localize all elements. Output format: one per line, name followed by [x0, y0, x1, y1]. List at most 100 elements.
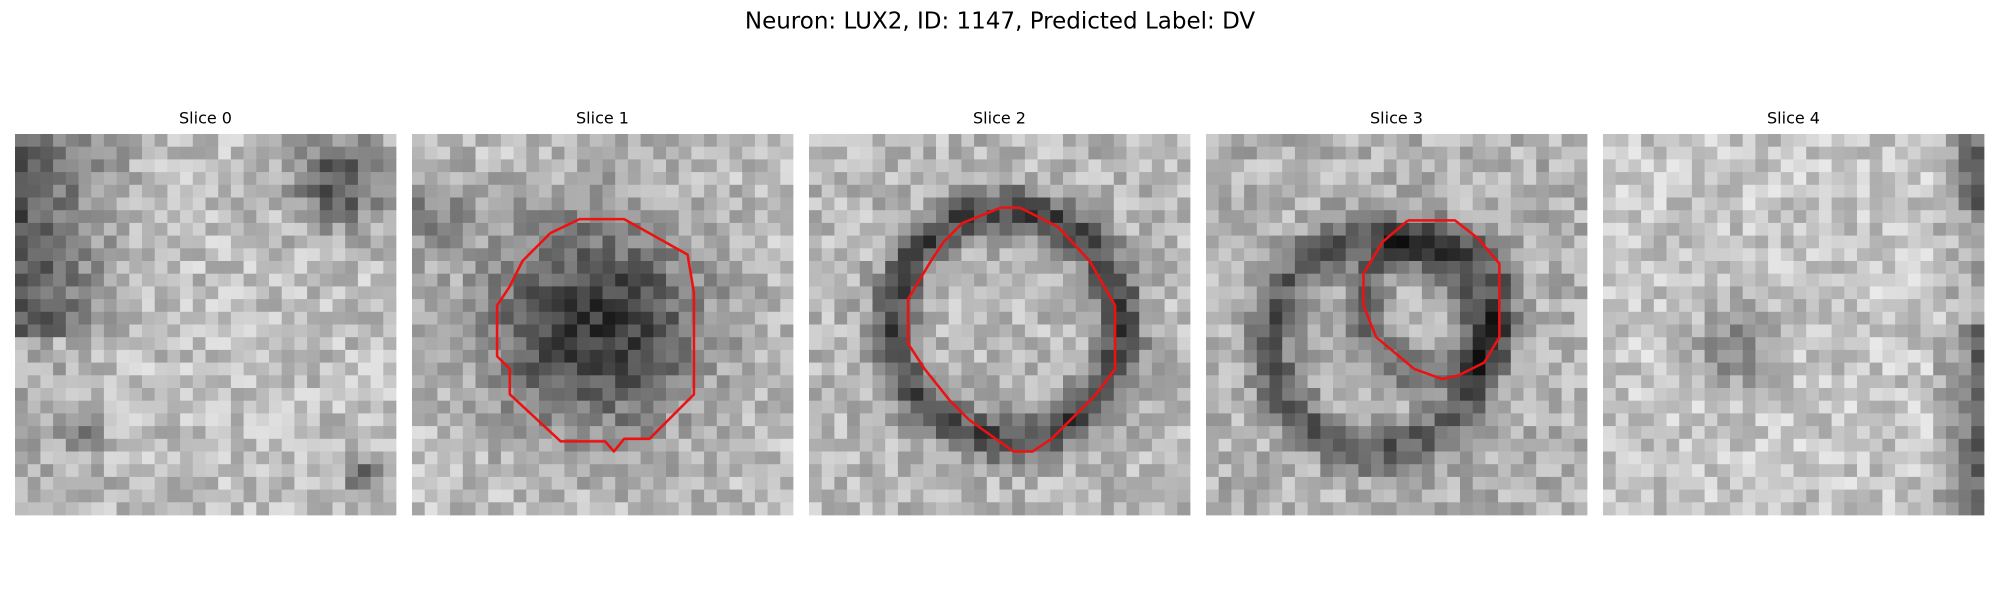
pixel [1101, 502, 1115, 516]
pixel [1460, 451, 1474, 465]
pixel [897, 197, 911, 211]
pixel [1383, 464, 1397, 478]
pixel [910, 464, 924, 478]
pixel [1358, 235, 1372, 249]
pixel [370, 388, 384, 402]
pixel [640, 159, 654, 173]
pixel [1641, 362, 1655, 376]
pixel [602, 413, 616, 427]
pixel [589, 159, 603, 173]
pixel [1472, 146, 1486, 160]
pixel [936, 337, 950, 351]
pixel [103, 426, 117, 440]
pixel [1574, 362, 1588, 376]
pixel [500, 337, 514, 351]
pixel [742, 299, 756, 313]
pixel [1126, 489, 1140, 503]
pixel [1358, 172, 1372, 186]
pixel [1244, 222, 1258, 236]
pixel [602, 146, 616, 160]
pixel [40, 286, 54, 300]
pixel [218, 210, 232, 224]
pixel [103, 451, 117, 465]
pixel [1818, 362, 1832, 376]
pixel [1679, 286, 1693, 300]
pixel [370, 464, 384, 478]
pixel [1641, 337, 1655, 351]
pixel [539, 299, 553, 313]
pixel [142, 362, 156, 376]
pixel [1269, 134, 1283, 148]
pixel [1447, 362, 1461, 376]
pixel [1704, 286, 1718, 300]
pixel [1793, 502, 1807, 516]
pixel [834, 286, 848, 300]
pixel [488, 197, 502, 211]
pixel [1628, 362, 1642, 376]
pixel [218, 286, 232, 300]
pixel [192, 337, 206, 351]
pixel [357, 248, 371, 262]
pixel [475, 388, 489, 402]
pixel [716, 184, 730, 198]
pixel [1075, 324, 1089, 338]
pixel [1218, 324, 1232, 338]
pixel [1256, 159, 1270, 173]
pixel [539, 324, 553, 338]
pixel [281, 337, 295, 351]
pixel [500, 172, 514, 186]
pixel [1704, 222, 1718, 236]
pixel [1231, 146, 1245, 160]
pixel [142, 299, 156, 313]
pixel [1844, 197, 1858, 211]
pixel [627, 210, 641, 224]
pixel [1358, 362, 1372, 376]
pixel [1882, 286, 1896, 300]
pixel [1012, 172, 1026, 186]
pixel [1307, 438, 1321, 452]
pixel [859, 438, 873, 452]
pixel [1282, 451, 1296, 465]
pixel [1818, 197, 1832, 211]
pixel [1844, 235, 1858, 249]
pixel [1615, 426, 1629, 440]
pixel [742, 464, 756, 478]
pixel [1958, 451, 1972, 465]
pixel [1857, 222, 1871, 236]
pixel [615, 349, 629, 363]
pixel [243, 476, 257, 490]
pixel [307, 222, 321, 236]
pixel [488, 413, 502, 427]
pixel [1063, 464, 1077, 478]
pixel [1857, 184, 1871, 198]
pixel [1717, 438, 1731, 452]
pixel [1971, 426, 1985, 440]
pixel [1666, 375, 1680, 389]
pixel [729, 286, 743, 300]
pixel [1307, 324, 1321, 338]
pixel [653, 324, 667, 338]
pixel [589, 184, 603, 198]
pixel [1704, 451, 1718, 465]
pixel [716, 222, 730, 236]
pixel [281, 324, 295, 338]
pixel [936, 451, 950, 465]
pixel [1269, 413, 1283, 427]
pixel [167, 286, 181, 300]
pixel [589, 388, 603, 402]
pixel [1882, 464, 1896, 478]
pixel [1218, 273, 1232, 287]
pixel [294, 324, 308, 338]
pixel [1383, 426, 1397, 440]
pixel [1780, 261, 1794, 275]
pixel [319, 375, 333, 389]
pixel [1231, 134, 1245, 148]
pixel [986, 324, 1000, 338]
pixel [230, 324, 244, 338]
pixel [859, 172, 873, 186]
pixel [1498, 375, 1512, 389]
pixel [1294, 476, 1308, 490]
pixel [154, 184, 168, 198]
pixel [704, 400, 718, 414]
pixel [1958, 273, 1972, 287]
